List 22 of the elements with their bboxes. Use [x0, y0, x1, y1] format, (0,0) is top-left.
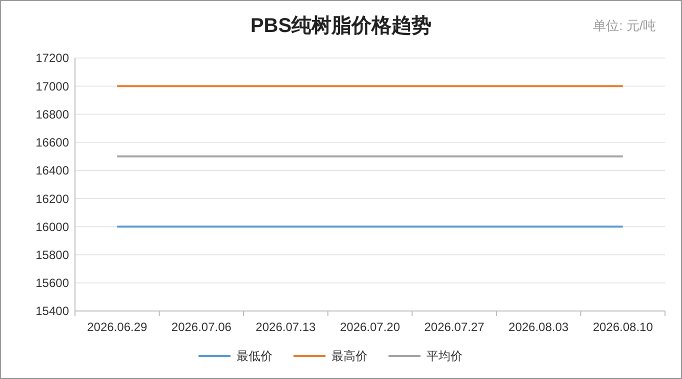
- y-tick-label: 17200: [36, 51, 70, 66]
- x-tick-label: 2026.07.13: [256, 320, 316, 334]
- y-tick-label: 15600: [36, 276, 70, 290]
- x-tick-label: 2026.07.06: [171, 320, 232, 334]
- y-tick-label: 15400: [36, 304, 70, 318]
- x-tick-label: 2026.06.29: [87, 320, 148, 334]
- chart-title: PBS纯树脂价格趋势: [250, 15, 432, 37]
- x-tick-label: 2026.07.27: [424, 320, 485, 334]
- y-tick-label: 16200: [36, 192, 70, 206]
- y-tick-label: 16000: [36, 220, 70, 234]
- text: 单位: 元/吨: [593, 18, 656, 33]
- y-tick-label: 15800: [36, 248, 70, 262]
- legend-label: 最高价: [332, 349, 368, 364]
- x-tick-label: 2026.08.10: [592, 320, 654, 334]
- y-tick-label: 17000: [36, 79, 70, 94]
- legend-label: 平均价: [426, 349, 462, 364]
- y-tick-label: 16800: [36, 107, 70, 122]
- y-tick-label: 16400: [36, 164, 70, 178]
- x-tick-label: 2026.08.03: [508, 320, 569, 334]
- y-tick-label: 16600: [36, 136, 70, 150]
- x-tick-label: 2026.07.20: [340, 320, 400, 334]
- legend-label: 最低价: [236, 349, 272, 364]
